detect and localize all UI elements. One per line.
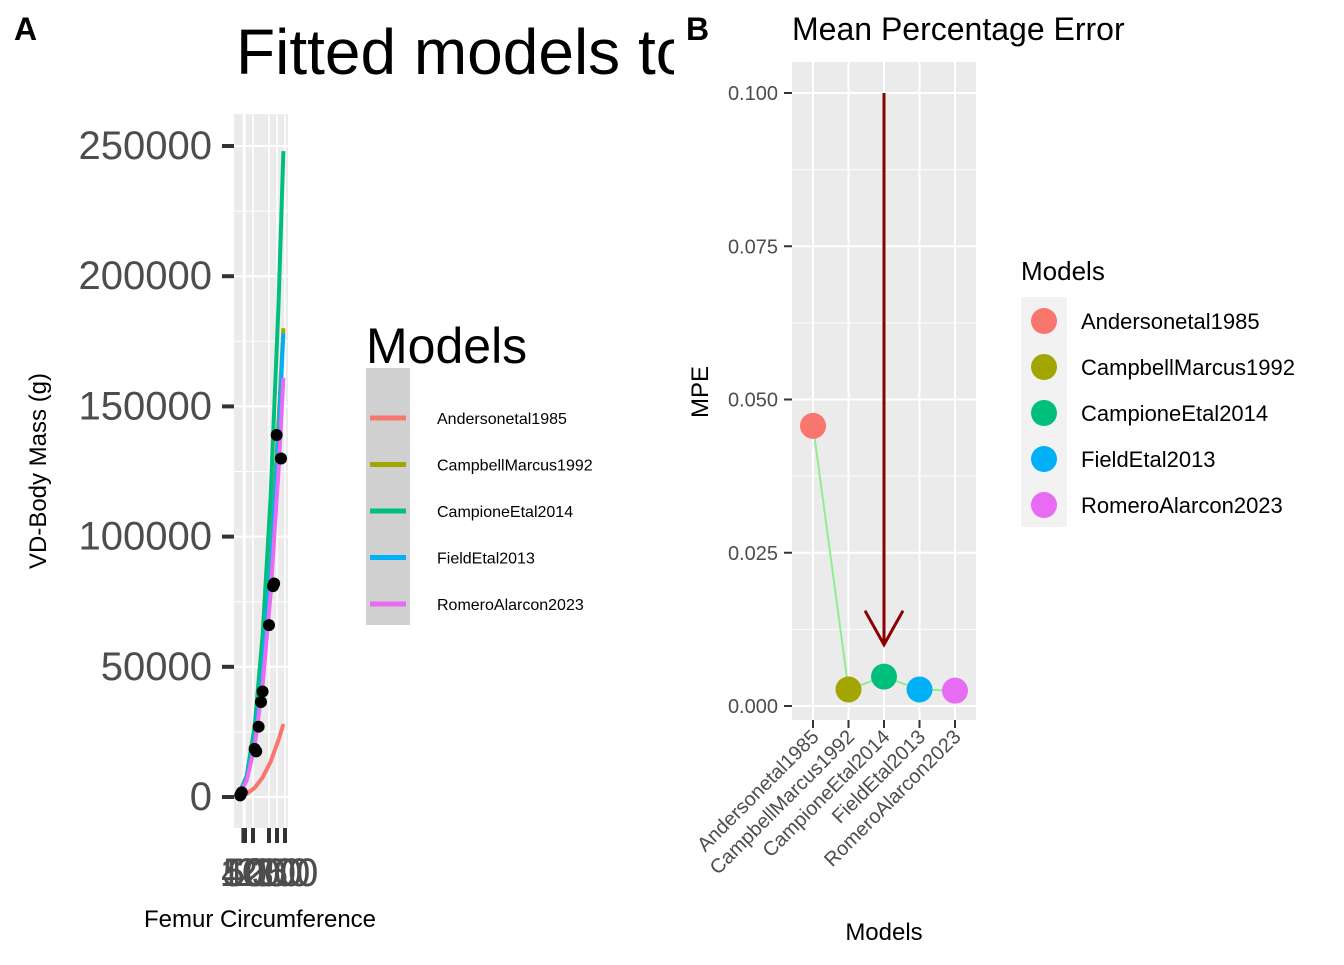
panel-a-points: [234, 429, 287, 802]
panel-a-legend-title: Models: [366, 318, 527, 374]
panel-a-x-tick-label: 250: [244, 851, 311, 895]
panel-b-y-tick-label: 0.000: [728, 696, 778, 718]
panel-b-data-point: [800, 412, 826, 439]
panel-a-gridlines: [234, 114, 288, 828]
panel-a-y-tick-label: 150000: [79, 384, 212, 428]
panel-a-y-axis-title: VD-Body Mass (g): [25, 373, 52, 569]
panel-a-x-tick-label: 40: [221, 851, 266, 895]
panel-label-b: B: [686, 11, 709, 47]
panel-a-data-point: [263, 619, 275, 632]
panel-label-a: A: [14, 11, 37, 47]
panel-b-y-axis: 0.000 0.025 0.050 0.075 0.100: [728, 83, 792, 718]
panel-b-data-point: [835, 676, 862, 703]
panel-a-data-point: [256, 685, 269, 698]
panel-a-data-point: [268, 577, 281, 590]
panel-b-legend: Andersonetal1985 CampbellMarcus1992 Campio…: [1031, 308, 1295, 518]
panel-b-legend-label: CampioneEtal2014: [1081, 401, 1268, 426]
panel-a-series: [236, 151, 286, 799]
panel-a: 0 50000 100000 150000 200000 250000 405010020…: [25, 16, 691, 933]
panel-a-x-tick-label: 50: [223, 851, 268, 895]
panel-b-title: Mean Percentage Error: [792, 11, 1125, 47]
panel-a-legend-keys-background: [366, 368, 410, 625]
panel-a-x-tick-label: 200: [236, 851, 303, 895]
panel-b: 0.000 0.025 0.050 0.075 0.100 Andersonetal19…: [687, 11, 1295, 946]
panel-a-legend-label: CampbellMarcus1992: [437, 458, 593, 475]
panel-b-data-point: [906, 676, 933, 703]
panel-b-legend-key: [1031, 446, 1057, 472]
panel-b-x-axis-title: Models: [845, 919, 922, 946]
panel-a-y-tick-label: 0: [190, 775, 212, 819]
panel-b-y-tick-label: 0.025: [728, 543, 778, 565]
panel-a-data-point: [255, 695, 267, 708]
panel-b-legend-label: CampbellMarcus1992: [1081, 355, 1295, 380]
panel-b-data-point: [871, 663, 897, 690]
panel-b-legend-label: FieldEtal2013: [1081, 447, 1216, 472]
panel-a-title: Fitted models to: [236, 16, 691, 88]
panel-a-y-tick-label: 250000: [79, 124, 212, 168]
panel-b-legend-label: RomeroAlarcon2023: [1081, 493, 1283, 518]
panel-b-y-tick-label: 0.075: [728, 236, 778, 258]
panel-b-legend-key: [1031, 354, 1057, 380]
panel-b-data-point: [942, 677, 968, 704]
panel-b-legend-title: Models: [1021, 256, 1105, 286]
panel-a-x-axis-title: Femur Circumference: [144, 906, 376, 933]
panel-a-data-point: [235, 786, 248, 799]
panel-b-y-axis-title: MPE: [687, 366, 714, 418]
panel-a-series-line: [236, 377, 286, 797]
panel-a-data-point: [250, 745, 263, 758]
panel-a-data-point: [270, 429, 283, 442]
panel-a-y-axis: 0 50000 100000 150000 200000 250000: [79, 124, 234, 819]
panel-b-legend-key: [1031, 400, 1057, 426]
panel-b-arrow-annotation: [863, 93, 905, 648]
panel-a-x-tick-label: 100: [220, 851, 287, 895]
panel-a-x-tick-label: 300: [252, 851, 319, 895]
panel-a-y-tick-label: 50000: [101, 645, 212, 689]
panel-b-legend-label: Andersonetal1985: [1081, 309, 1260, 334]
panel-a-legend: Andersonetal1985 CampbellMarcus1992 Campio…: [370, 411, 593, 614]
panel-b-legend-key: [1031, 492, 1057, 518]
panel-a-legend-label: RomeroAlarcon2023: [437, 597, 584, 614]
panel-b-x-axis: Andersonetal1985CampbellMarcus1992Campio…: [693, 720, 966, 879]
panel-a-legend-label: FieldEtal2013: [437, 551, 535, 568]
panel-a-y-tick-label: 100000: [79, 515, 212, 559]
panel-a-data-point: [275, 452, 287, 465]
panel-b-points: [800, 412, 968, 704]
panel-b-y-tick-label: 0.050: [728, 390, 778, 412]
panel-b-y-tick-label: 0.100: [728, 83, 778, 105]
panel-a-legend-label: Andersonetal1985: [437, 411, 567, 428]
panel-a-legend-label: CampioneEtal2014: [437, 504, 573, 521]
panel-a-y-tick-label: 200000: [79, 254, 212, 298]
panel-a-data-point: [252, 720, 265, 733]
panel-b-legend-key: [1031, 308, 1057, 334]
panel-b-arrow-head: [863, 609, 905, 648]
